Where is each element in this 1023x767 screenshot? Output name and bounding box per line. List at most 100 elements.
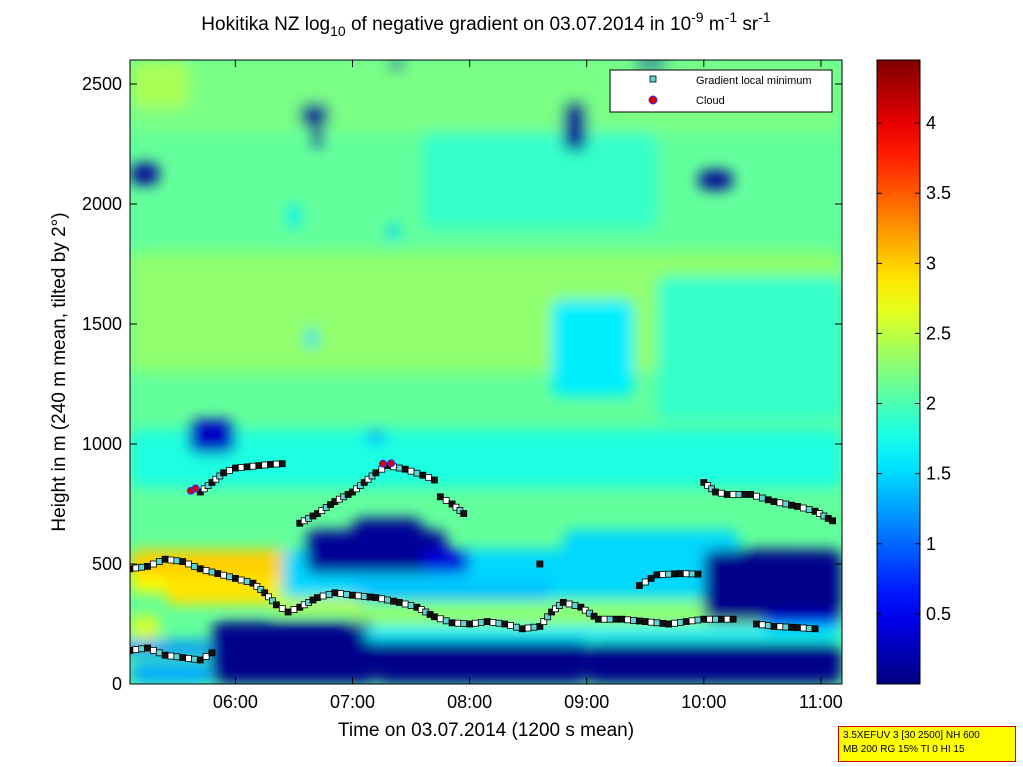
heatmap-region-1 bbox=[130, 60, 189, 108]
legend-label-cloud: Cloud bbox=[696, 95, 725, 107]
gradient-min-marker-0-2-1 bbox=[226, 466, 233, 474]
cbar-tick-label-5: 3 bbox=[926, 253, 936, 273]
gradient-min-marker-6-9-1 bbox=[278, 605, 286, 612]
gradient-min-marker-8-4-0 bbox=[196, 656, 204, 664]
heatmap-field bbox=[130, 60, 842, 684]
gradient-min-marker-6-19-1 bbox=[454, 619, 462, 627]
gradient-min-marker-8-2-2 bbox=[173, 653, 181, 661]
gradient-min-marker-6-19-2 bbox=[460, 620, 468, 627]
gradient-min-marker-6-22-1 bbox=[507, 622, 514, 629]
gradient-min-marker-6-18-1 bbox=[436, 615, 444, 623]
gradient-min-marker-6-22-0 bbox=[501, 620, 509, 628]
cbar-tick-label-7: 4 bbox=[926, 113, 936, 133]
heatmap-region-30 bbox=[311, 127, 324, 147]
gradient-min-marker-4-1-1 bbox=[717, 489, 725, 497]
gradient-min-marker-8-2-0 bbox=[161, 651, 169, 659]
gradient-min-marker-8-1-2 bbox=[155, 649, 163, 657]
gradient-min-marker-6-14-2 bbox=[360, 593, 368, 600]
series-markers bbox=[130, 459, 837, 664]
gradient-min-marker-6-28-3 bbox=[612, 615, 620, 623]
gradient-min-marker-6-26-0 bbox=[559, 599, 567, 606]
gradient-min-marker-6-30-1 bbox=[647, 618, 655, 626]
gradient-min-marker-1-5-0 bbox=[372, 469, 380, 477]
gradient-min-marker-2-0-1 bbox=[442, 496, 450, 504]
gradient-min-marker-6-24-2 bbox=[544, 613, 552, 621]
gradient-min-marker-0-3-1 bbox=[237, 463, 245, 471]
gradient-min-marker-6-20-2 bbox=[477, 619, 485, 626]
gradient-min-marker-6-3-1 bbox=[185, 560, 192, 568]
x-tick-label-5: 11:00 bbox=[799, 692, 843, 712]
heatmap-region-15 bbox=[352, 580, 552, 600]
cbar-tick-label-4: 2.5 bbox=[926, 323, 951, 343]
gradient-min-marker-6-4-1 bbox=[202, 567, 210, 574]
gradient-min-marker-1-7-2 bbox=[413, 469, 421, 477]
gradient-min-marker-6-15-1 bbox=[378, 595, 386, 603]
gradient-min-marker-6-8-2 bbox=[269, 597, 276, 605]
gradient-min-marker-8-3-0 bbox=[179, 654, 187, 661]
legend-marker-gradient-min bbox=[649, 75, 657, 83]
gradient-min-marker-6-33-3 bbox=[717, 615, 725, 623]
gradient-min-marker-0-3-0 bbox=[231, 464, 239, 472]
gradient-min-marker-7-3-0 bbox=[811, 625, 819, 633]
gradient-min-marker-4-3-2 bbox=[758, 494, 766, 502]
info-line-2: MB 200 RG 15% TI 0 HI 15 bbox=[843, 744, 965, 755]
y-axis-ticks: 0 500 1000 1500 2000 2500 bbox=[82, 74, 842, 694]
gradient-min-marker-6-18-2 bbox=[442, 617, 450, 625]
gradient-min-marker-6-26-1 bbox=[565, 600, 573, 608]
info-line-1: 3.5XEFUV 3 [30 2500] NH 600 bbox=[843, 730, 980, 741]
legend-marker-cloud bbox=[648, 95, 658, 105]
gradient-min-marker-6-23-2 bbox=[530, 623, 538, 631]
gradient-min-marker-0-5-1 bbox=[261, 461, 269, 469]
gradient-min-marker-6-0-2 bbox=[138, 563, 146, 571]
title-part2: of negative gradient on 03.07.2014 in 10 bbox=[346, 14, 691, 35]
gradient-min-marker-6-6-0 bbox=[231, 575, 239, 582]
gradient-min-marker-1-7-1 bbox=[407, 467, 415, 475]
x-tick-label-0: 06:00 bbox=[213, 692, 258, 712]
gradient-min-marker-4-2-1 bbox=[729, 490, 737, 498]
y-tick-label-5: 2500 bbox=[82, 74, 122, 94]
gradient-min-marker-6-2-2 bbox=[173, 557, 181, 565]
gradient-min-marker-6-20-1 bbox=[472, 619, 479, 627]
gradient-min-marker-4-4-3 bbox=[788, 501, 796, 509]
cbar-tick-label-1: 1 bbox=[926, 534, 936, 554]
gradient-min-marker-6-15-2 bbox=[384, 596, 392, 604]
cloud-marker-1 bbox=[191, 484, 200, 493]
heatmap-region-14 bbox=[563, 530, 739, 560]
gradient-min-marker-6-33-4 bbox=[723, 615, 731, 623]
gradient-min-marker-6-33-0 bbox=[700, 615, 708, 623]
gradient-min-marker-6-30-0 bbox=[641, 618, 649, 625]
gradient-min-marker-5-3-1 bbox=[682, 570, 690, 578]
gradient-min-marker-4-4-2 bbox=[782, 500, 790, 508]
x-axis-label: Time on 03.07.2014 (1200 s mean) bbox=[338, 720, 634, 741]
gradient-min-marker-0-6-1 bbox=[272, 460, 280, 468]
gradient-min-marker-6-6-1 bbox=[237, 576, 245, 584]
gradient-min-marker-6-22-2 bbox=[513, 623, 520, 631]
y-tick-label-4: 2000 bbox=[82, 194, 122, 214]
gradient-min-marker-6-12-0 bbox=[313, 594, 321, 601]
gradient-min-marker-7-0-0 bbox=[753, 620, 760, 628]
gradient-min-marker-6-0-1 bbox=[132, 564, 140, 572]
gradient-min-marker-7-1-2 bbox=[782, 623, 790, 631]
title-part1: Hokitika NZ log bbox=[201, 14, 330, 35]
gradient-min-marker-6-32-0 bbox=[682, 618, 690, 625]
gradient-min-marker-6-14-1 bbox=[354, 592, 362, 600]
cloud-marker-3 bbox=[387, 459, 396, 468]
heatmap-region-5 bbox=[656, 276, 842, 420]
gradient-min-marker-1-6-2 bbox=[395, 464, 403, 472]
gradient-min-marker-8-4-1 bbox=[202, 653, 210, 660]
gradient-min-marker-4-3-3 bbox=[764, 496, 772, 504]
gradient-min-marker-6-28-2 bbox=[606, 615, 614, 623]
gradient-min-marker-6-9-0 bbox=[272, 601, 280, 609]
heatmap-region-4 bbox=[551, 300, 634, 396]
heatmap-region-34 bbox=[633, 60, 669, 70]
plot-frame bbox=[129, 59, 843, 685]
gradient-min-marker-0-4-1 bbox=[249, 462, 257, 470]
x-tick-label-4: 10:00 bbox=[681, 692, 726, 712]
gradient-min-marker-6-21-0 bbox=[483, 618, 491, 625]
heatmap-region-26 bbox=[703, 549, 842, 622]
gradient-min-marker-6-13-1 bbox=[337, 590, 345, 597]
gradient-min-marker-6-10-0 bbox=[284, 608, 292, 616]
gradient-min-marker-5-3-0 bbox=[676, 570, 684, 577]
gradient-min-marker-6-30-2 bbox=[653, 619, 661, 627]
gradient-min-marker-7-2-1 bbox=[799, 624, 807, 632]
